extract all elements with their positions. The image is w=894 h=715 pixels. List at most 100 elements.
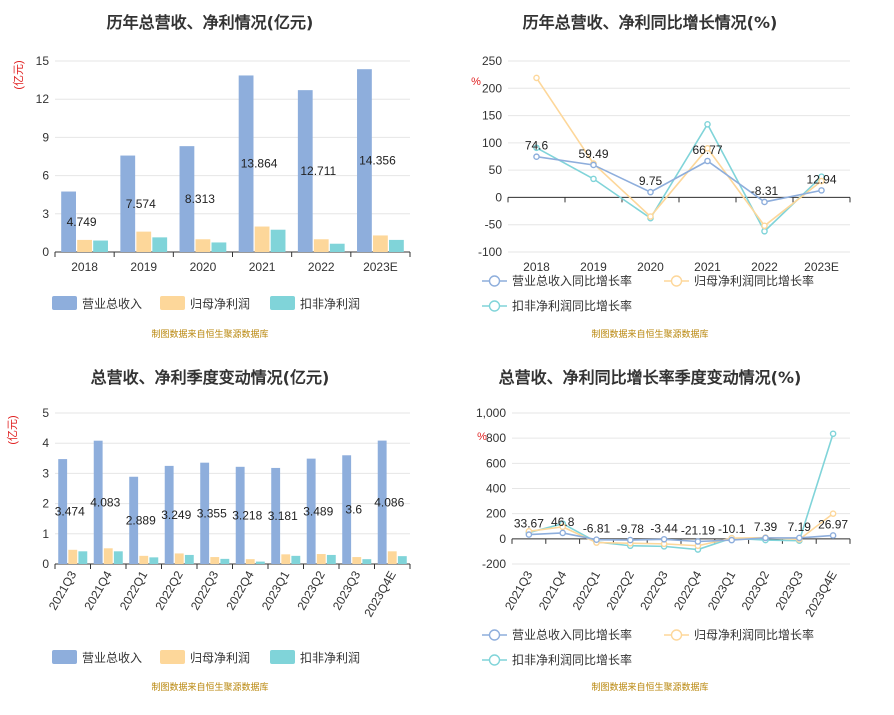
legend-item-deducted-profit: 扣非净利润	[270, 650, 360, 665]
bar-revenue	[61, 191, 76, 252]
bar-deducted-profit	[149, 557, 159, 564]
bar-deducted-profit	[113, 551, 123, 564]
data-label: -6.81	[583, 522, 611, 536]
x-tick-label: 2022Q4	[223, 568, 257, 612]
data-label: 14.356	[359, 154, 396, 168]
bar-revenue	[238, 75, 254, 253]
line-net-profit	[535, 77, 822, 227]
unit-label: (亿元)	[6, 415, 19, 444]
data-label: 4.749	[67, 215, 97, 229]
point-revenue	[761, 198, 768, 206]
legend-label: 归母净利润同比增长率	[694, 627, 814, 642]
legend-swatch	[270, 650, 295, 664]
data-label: 59.49	[578, 147, 608, 161]
data-label: 7.19	[788, 520, 812, 534]
bar-deducted-profit	[397, 556, 407, 564]
x-tick-label: 2023Q2	[739, 568, 773, 612]
bar-revenue	[357, 69, 372, 253]
bar-deducted-profit	[93, 240, 108, 252]
bar-deducted-profit	[220, 558, 230, 564]
y-tick-label: 50	[489, 163, 503, 177]
source-note: 制图数据来自恒生聚源数据库	[591, 681, 708, 693]
y-tick-label: 1,000	[476, 406, 506, 420]
data-label: 4.086	[374, 495, 404, 509]
data-label: 12.711	[300, 164, 336, 178]
data-label: 8.313	[185, 192, 215, 206]
x-tick-label: 2021	[249, 260, 276, 274]
legend-item-revenue: 营业总收入	[52, 650, 142, 665]
y-tick-label: 200	[482, 81, 502, 95]
point-revenue	[559, 529, 567, 537]
x-tick-label: 2023Q4E	[361, 569, 398, 620]
point-revenue	[593, 536, 600, 543]
bar-net-profit	[313, 239, 329, 252]
legend-swatch-marker	[488, 629, 501, 641]
y-tick-label: 0	[499, 532, 506, 546]
x-tick-label: 2023Q3	[772, 568, 806, 612]
source-note: 制图数据来自恒生聚源数据库	[591, 328, 708, 340]
legend-item-deducted-profit: 扣非净利润同比增长率	[482, 652, 632, 667]
point-net-profit	[559, 523, 567, 531]
data-label: 12.94	[806, 172, 836, 186]
bar-revenue	[179, 146, 195, 252]
legend-item-revenue: 营业总收入同比增长率	[482, 273, 632, 288]
chart-panel-2: 历年总营收、净利同比增长情况(%)% -100 -50 0 50 100 150 200 250…	[471, 13, 851, 340]
unit-label: (亿元)	[12, 60, 25, 89]
bar-net-profit	[139, 555, 149, 564]
bar-net-profit	[195, 239, 211, 252]
legend-label: 营业总收入同比增长率	[512, 273, 632, 288]
y-tick-label: -50	[485, 218, 503, 232]
x-tick-label: 2023Q1	[705, 568, 739, 612]
y-tick-label: 4	[42, 436, 49, 450]
legend-swatch	[52, 650, 77, 664]
point-revenue	[829, 532, 837, 539]
bar-revenue	[120, 155, 136, 252]
chart-title: 历年总营收、净利同比增长情况(%)	[523, 13, 778, 32]
unit-label: %	[471, 76, 481, 88]
chart-title: 总营收、净利同比增长率季度变动情况(%)	[499, 368, 802, 387]
point-revenue	[647, 188, 654, 196]
point-revenue	[627, 536, 634, 544]
y-tick-label: 5	[42, 406, 49, 420]
y-tick-label: 9	[42, 130, 49, 144]
bar-deducted-profit	[184, 554, 194, 564]
data-label: 9.75	[639, 174, 663, 188]
point-revenue	[762, 534, 769, 542]
bar-net-profit	[316, 554, 326, 564]
chart-panel-1: 历年总营收、净利情况(亿元) (亿元) 0 3 6 9 12 15 2018 2019 2020 20…	[12, 13, 411, 340]
line-deducted-profit	[536, 122, 823, 233]
bar-net-profit	[77, 239, 92, 252]
bar-net-profit	[387, 551, 397, 564]
bar-net-profit	[352, 557, 362, 564]
source-note: 制图数据来自恒生聚源数据库	[151, 328, 268, 340]
legend-item-revenue: 营业总收入同比增长率	[482, 627, 632, 642]
bar-deducted-profit	[291, 555, 301, 564]
legend-item-revenue: 营业总收入	[52, 296, 142, 311]
bar-deducted-profit	[329, 243, 345, 252]
x-tick-label: 2022Q3	[188, 568, 222, 612]
y-tick-label: 800	[486, 431, 506, 445]
bar-deducted-profit	[211, 242, 227, 252]
data-label: -21.19	[681, 523, 715, 537]
data-label: 7.574	[126, 197, 156, 211]
point-revenue	[694, 538, 702, 545]
bar-net-profit	[174, 553, 184, 564]
source-note: 制图数据来自恒生聚源数据库	[151, 681, 268, 693]
y-tick-label: -100	[478, 245, 502, 259]
x-tick-label: 2021Q3	[46, 568, 80, 612]
line-deducted-profit	[528, 433, 834, 551]
legend-swatch-marker	[488, 654, 501, 666]
bar-revenue	[58, 459, 68, 564]
y-tick-label: 12	[36, 92, 50, 106]
data-label: -8.31	[751, 184, 779, 198]
data-label: 26.97	[818, 517, 848, 531]
x-tick-label: 2022Q1	[570, 568, 604, 612]
bar-revenue	[297, 90, 313, 252]
bar-revenue	[271, 467, 281, 564]
line-revenue	[536, 155, 822, 203]
x-tick-label: 2020	[190, 260, 217, 274]
legend-label: 归母净利润	[190, 651, 250, 665]
y-tick-label: 400	[486, 482, 506, 496]
data-label: 3.474	[55, 505, 85, 519]
